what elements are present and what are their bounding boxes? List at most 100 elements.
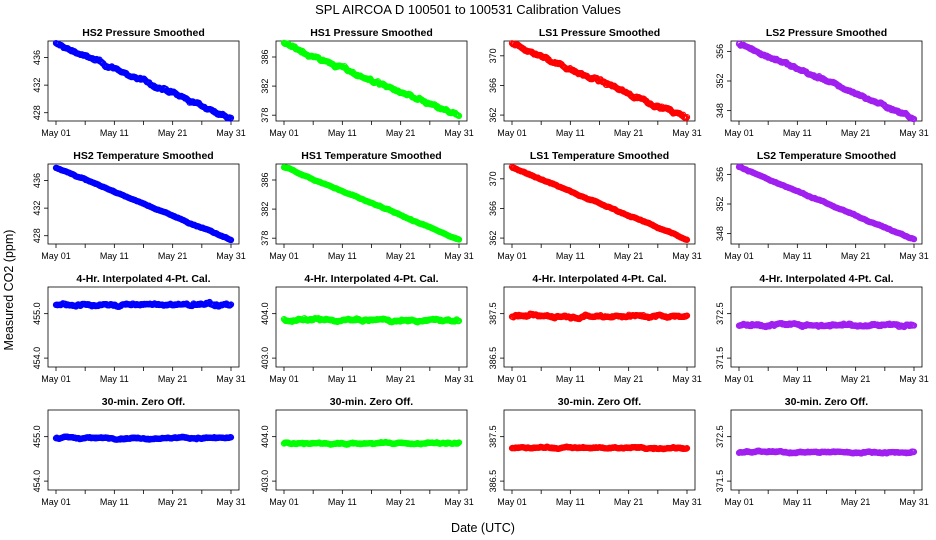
x-tick-label: May 21 — [841, 497, 871, 507]
y-tick-label: 454.0 — [32, 347, 42, 370]
x-tick-label: May 11 — [328, 374, 357, 384]
plot-frame — [275, 286, 468, 368]
series-points — [735, 163, 918, 243]
panel-title: HS1 Temperature Smoothed — [301, 150, 441, 162]
y-tick-label: 366 — [488, 78, 498, 93]
x-tick-label: May 31 — [899, 251, 929, 261]
series-points — [508, 40, 691, 122]
panel-title: 4-Hr. Interpolated 4-Pt. Cal. — [532, 273, 666, 285]
y-tick-label: 362 — [488, 231, 498, 246]
x-axis-label: Date (UTC) — [451, 521, 515, 535]
panel-title: LS2 Pressure Smoothed — [766, 27, 887, 39]
y-tick-label: 455.0 — [32, 302, 42, 325]
panel-3-2: 4-Hr. Interpolated 4-Pt. Cal. May 01 May 1… — [260, 273, 474, 384]
panel-2-2: HS1 Temperature Smoothed May 01 May 11 May … — [260, 150, 474, 261]
series-points — [508, 310, 691, 323]
y-tick-label: 370 — [488, 171, 498, 186]
data-point — [910, 448, 918, 455]
panel-title: LS1 Temperature Smoothed — [530, 150, 669, 162]
y-tick-label: 387.5 — [488, 302, 498, 325]
data-point — [227, 236, 235, 244]
y-tick-label: 372.5 — [715, 425, 725, 448]
data-point — [683, 114, 690, 122]
x-tick-label: May 11 — [100, 251, 129, 261]
data-point — [455, 112, 463, 120]
series-points — [280, 314, 463, 326]
y-tick-label: 404.0 — [260, 425, 270, 448]
panel-title: HS2 Pressure Smoothed — [82, 27, 205, 39]
x-tick-label: May 11 — [783, 374, 812, 384]
x-tick-label: May 31 — [444, 128, 474, 138]
series-points — [735, 447, 918, 457]
x-tick-label: May 11 — [783, 497, 812, 507]
panel-title: 4-Hr. Interpolated 4-Pt. Cal. — [76, 273, 210, 285]
x-tick-label: May 21 — [386, 128, 416, 138]
data-point — [455, 439, 463, 446]
panel-title: 30-min. Zero Off. — [785, 396, 869, 408]
x-tick-label: May 31 — [899, 128, 929, 138]
x-tick-label: May 31 — [216, 497, 246, 507]
x-tick-label: May 01 — [724, 128, 754, 138]
y-tick-label: 378 — [260, 108, 270, 123]
data-point — [910, 235, 918, 243]
y-tick-label: 352 — [715, 196, 725, 211]
y-tick-label: 403.0 — [260, 347, 270, 370]
x-tick-label: May 01 — [497, 374, 527, 384]
y-tick-label: 436 — [32, 173, 42, 188]
panel-3-3: 4-Hr. Interpolated 4-Pt. Cal. May 01 May 1… — [488, 273, 702, 384]
panel-title: 30-min. Zero Off. — [330, 396, 414, 408]
y-tick-label: 386 — [260, 49, 270, 64]
y-tick-label: 455.0 — [32, 425, 42, 448]
data-point — [910, 115, 918, 123]
x-tick-label: May 21 — [386, 374, 416, 384]
panel-2-1: HS2 Temperature Smoothed May 01 May 11 May … — [32, 150, 246, 261]
x-tick-label: May 11 — [556, 374, 585, 384]
y-tick-label: 362 — [488, 108, 498, 123]
x-tick-label: May 11 — [556, 251, 585, 261]
panel-title: LS1 Pressure Smoothed — [539, 27, 660, 39]
y-tick-label: 366 — [488, 201, 498, 216]
data-point — [910, 322, 918, 329]
y-tick-label: 454.0 — [32, 470, 42, 493]
data-point — [227, 302, 234, 309]
x-tick-label: May 21 — [386, 251, 416, 261]
x-tick-label: May 01 — [724, 497, 754, 507]
plot-frame — [275, 409, 468, 491]
x-tick-label: May 21 — [614, 374, 644, 384]
x-tick-label: May 01 — [269, 374, 299, 384]
x-tick-label: May 21 — [158, 251, 188, 261]
panel-4-2: 30-min. Zero Off. May 01 May 11 May 21 May 3… — [260, 396, 474, 507]
plot-frame — [503, 286, 696, 368]
x-tick-label: May 31 — [672, 251, 702, 261]
x-tick-label: May 21 — [841, 251, 871, 261]
x-tick-label: May 11 — [328, 251, 357, 261]
panel-grid: HS2 Pressure Smoothed May 01 May 11 May 21 M… — [32, 27, 929, 507]
panel-4-3: 30-min. Zero Off. May 01 May 11 May 21 May 3… — [488, 396, 702, 507]
series-points — [52, 164, 235, 244]
y-tick-label: 404.0 — [260, 302, 270, 325]
x-tick-label: May 11 — [556, 128, 585, 138]
x-tick-label: May 21 — [841, 374, 871, 384]
x-tick-label: May 21 — [386, 497, 416, 507]
series-points — [508, 163, 691, 243]
x-tick-label: May 01 — [724, 251, 754, 261]
x-tick-label: May 01 — [41, 251, 71, 261]
x-tick-label: May 21 — [158, 497, 188, 507]
y-tick-label: 348 — [715, 226, 725, 241]
y-tick-label: 382 — [260, 202, 270, 217]
y-tick-label: 386.5 — [488, 470, 498, 493]
y-tick-label: 356 — [715, 44, 725, 59]
x-tick-label: May 31 — [899, 374, 929, 384]
data-point — [227, 301, 235, 308]
panel-title: 4-Hr. Interpolated 4-Pt. Cal. — [304, 273, 438, 285]
plot-frame — [47, 409, 240, 491]
panel-title: LS2 Temperature Smoothed — [757, 150, 896, 162]
x-tick-label: May 01 — [41, 128, 71, 138]
x-tick-label: May 31 — [672, 374, 702, 384]
y-tick-label: 432 — [32, 201, 42, 216]
data-point — [227, 434, 235, 441]
x-tick-label: May 01 — [41, 374, 71, 384]
data-point — [227, 114, 235, 122]
series-points — [280, 164, 463, 243]
